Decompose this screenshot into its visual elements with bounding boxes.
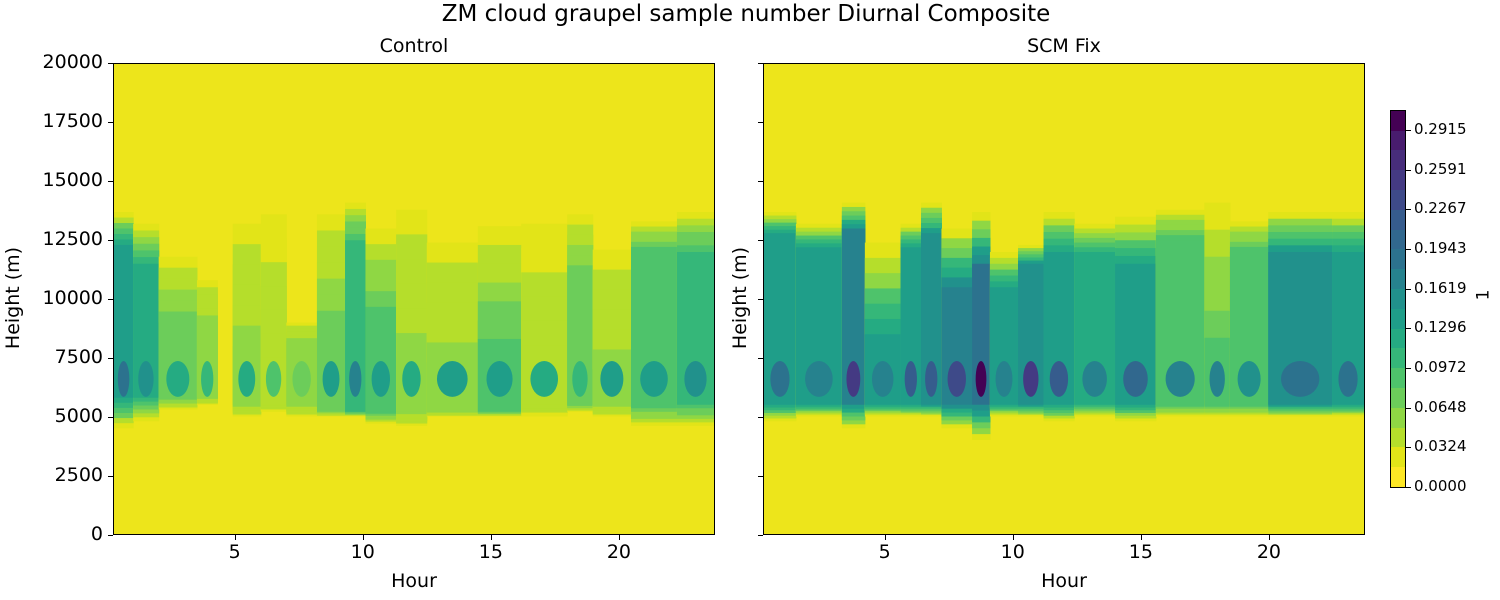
y-tick-mark: [108, 299, 113, 300]
y-tick-label: 20000: [42, 51, 103, 73]
x-tick-label: 20: [606, 541, 632, 563]
x-tick-label: 10: [350, 541, 375, 563]
colorbar-segment: [1391, 269, 1405, 290]
y-tick-mark: [108, 122, 113, 123]
colorbar-segment: [1391, 308, 1405, 329]
colorbar-tick-mark: [1406, 209, 1411, 211]
colorbar-segment: [1391, 368, 1405, 389]
colorbar-tick-label: 0.0972: [1414, 357, 1467, 376]
colorbar-label: 1: [1473, 289, 1494, 301]
y-tick-mark: [758, 417, 763, 418]
colorbar: [1390, 110, 1406, 488]
colorbar-tick-label: 0.2267: [1414, 199, 1467, 218]
y-tick-mark: [758, 122, 763, 123]
colorbar-tick-mark: [1406, 129, 1411, 131]
y-tick-label: 17500: [42, 110, 103, 132]
x-tick-mark: [1140, 535, 1142, 540]
y-tick-label: 12500: [42, 228, 103, 250]
colorbar-tick-label: 0.0324: [1414, 437, 1467, 456]
y-tick-mark: [108, 240, 113, 241]
x-tick-label: 10: [1000, 541, 1025, 563]
y-tick-mark: [108, 358, 113, 359]
y-tick-mark: [108, 417, 113, 418]
colorbar-segment: [1391, 249, 1405, 270]
colorbar-segment: [1391, 209, 1405, 230]
y-tick-mark: [758, 240, 763, 241]
x-tick-mark: [490, 535, 492, 540]
y-tick-label: 15000: [42, 169, 103, 191]
colorbar-tick-label: 0.1619: [1414, 278, 1467, 297]
colorbar-segment: [1391, 289, 1405, 309]
colorbar-segment: [1391, 150, 1405, 171]
colorbar-segment: [1391, 110, 1405, 131]
scm-fix-panel-title: SCM Fix: [1027, 35, 1101, 57]
scm-fix-x-axis-label: Hour: [1041, 570, 1087, 592]
colorbar-segment: [1391, 229, 1405, 250]
colorbar-tick-mark: [1406, 487, 1411, 488]
colorbar-segment: [1391, 130, 1405, 151]
colorbar-tick-mark: [1406, 288, 1411, 290]
x-tick-label: 15: [478, 541, 503, 563]
y-tick-mark: [108, 181, 113, 182]
scm-fix-contour-field: [764, 202, 1364, 440]
colorbar-tick-mark: [1406, 367, 1411, 369]
scm-fix-y-axis-label: Height (m): [729, 246, 751, 350]
y-tick-label: 2500: [54, 464, 103, 486]
control-heatmap-plot: [113, 63, 715, 535]
y-tick-mark: [108, 476, 113, 477]
colorbar-segment: [1391, 407, 1405, 428]
colorbar-tick-mark: [1406, 249, 1411, 251]
y-tick-mark: [108, 63, 113, 64]
colorbar-tick-mark: [1406, 169, 1411, 171]
colorbar-segment: [1391, 427, 1405, 448]
figure-title: ZM cloud graupel sample number Diurnal C…: [441, 1, 1051, 27]
x-tick-mark: [884, 535, 886, 540]
control-x-axis-label: Hour: [391, 570, 437, 592]
colorbar-tick-mark: [1406, 447, 1411, 449]
y-tick-mark: [758, 63, 763, 64]
x-tick-label: 15: [1128, 541, 1153, 563]
colorbar-tick-label: 0.0000: [1414, 477, 1467, 495]
colorbar-tick-label: 0.2915: [1414, 119, 1467, 138]
colorbar-tick-label: 0.0648: [1414, 397, 1467, 416]
x-tick-label: 20: [1256, 541, 1282, 563]
y-tick-mark: [758, 476, 763, 477]
colorbar-segment: [1391, 170, 1405, 191]
colorbar-segment: [1391, 388, 1405, 408]
x-tick-label: 5: [228, 541, 241, 563]
x-tick-label: 5: [878, 541, 891, 563]
colorbar-segment: [1391, 447, 1405, 468]
control-panel-title: Control: [379, 35, 449, 57]
colorbar-tick-mark: [1406, 328, 1411, 330]
colorbar-tick-label: 0.1943: [1414, 239, 1467, 258]
colorbar-segment: [1391, 328, 1405, 349]
x-tick-mark: [1268, 535, 1270, 540]
y-tick-mark: [758, 535, 763, 536]
y-tick-label: 5000: [54, 405, 103, 427]
scm-fix-heatmap-plot: [763, 63, 1365, 535]
colorbar-tick-label: 0.2591: [1414, 159, 1467, 178]
x-tick-mark: [362, 535, 364, 540]
y-tick-label: 0: [90, 523, 103, 545]
x-tick-mark: [1012, 535, 1014, 540]
y-tick-mark: [758, 299, 763, 300]
control-contour-field: [114, 202, 714, 429]
x-tick-mark: [234, 535, 236, 540]
colorbar-tick-mark: [1406, 407, 1411, 409]
colorbar-tick-label: 0.1296: [1414, 318, 1467, 337]
y-tick-mark: [758, 181, 763, 182]
y-tick-mark: [758, 358, 763, 359]
y-tick-mark: [108, 535, 113, 536]
colorbar-segment: [1391, 190, 1405, 210]
y-tick-label: 7500: [54, 346, 103, 368]
colorbar-segment: [1391, 467, 1405, 487]
y-tick-label: 10000: [42, 287, 103, 309]
colorbar-segment: [1391, 348, 1405, 369]
x-tick-mark: [618, 535, 620, 540]
